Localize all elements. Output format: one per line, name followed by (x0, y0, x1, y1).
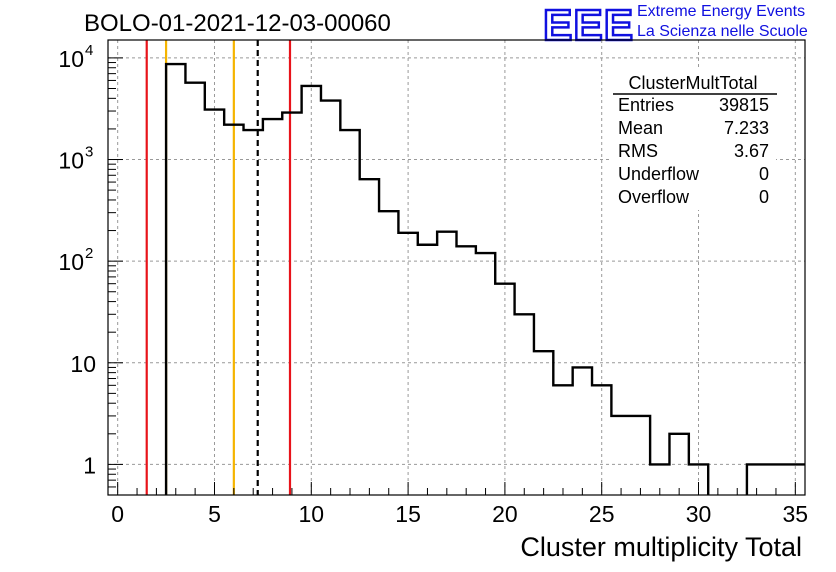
y-tick-exponent: 4 (85, 42, 93, 59)
stats-row-value: 39815 (719, 95, 769, 115)
stats-box: ClusterMultTotal Entries 39815 Mean 7.233 RM… (611, 70, 777, 210)
stats-row-label: RMS (618, 141, 658, 161)
x-axis-label: Cluster multiplicity Total (520, 532, 802, 562)
stats-row-value: 0 (759, 164, 769, 184)
y-tick-exponent: 2 (85, 245, 93, 262)
plot-frame (107, 39, 806, 496)
x-tick-label: 20 (492, 501, 518, 527)
logo-caption-line2: La Scienza nelle Scuole (637, 23, 808, 40)
x-tick-label: 15 (395, 501, 421, 527)
y-tick-label: 10 (70, 351, 96, 377)
x-tick-label: 30 (686, 501, 712, 527)
marker-lines (145, 40, 292, 495)
stats-row-value: 7.233 (724, 118, 769, 138)
x-tick-label: 0 (111, 501, 124, 527)
y-tick-exponent: 3 (85, 144, 93, 161)
stats-row-label: Mean (618, 118, 663, 138)
y-tick-label: 10 (58, 249, 84, 275)
eee-logo: EEE (543, 2, 634, 44)
y-tick-label: 10 (58, 46, 84, 72)
axis-ticks (108, 57, 796, 496)
x-tick-labels: 0 5 10 15 20 25 30 35 (111, 501, 808, 527)
stats-row-label: Entries (618, 95, 674, 115)
stats-row-label: Underflow (618, 164, 700, 184)
x-tick-label: 10 (298, 501, 324, 527)
grid-lines (108, 40, 805, 495)
y-tick-label: 10 (58, 148, 84, 174)
stats-box-name: ClusterMultTotal (628, 73, 757, 93)
stats-row-value: 0 (759, 187, 769, 207)
stats-row-value: 3.67 (734, 141, 769, 161)
logo-caption-line1: Extreme Energy Events (637, 3, 806, 20)
x-tick-label: 5 (208, 501, 221, 527)
svg-text:EEE: EEE (543, 2, 634, 44)
y-tick-label: 1 (83, 452, 96, 478)
x-tick-label: 35 (783, 501, 809, 527)
chart-title: BOLO-01-2021-12-03-00060 (84, 10, 391, 37)
histogram-series (164, 62, 805, 495)
stats-row-label: Overflow (618, 187, 690, 207)
x-tick-label: 25 (589, 501, 615, 527)
